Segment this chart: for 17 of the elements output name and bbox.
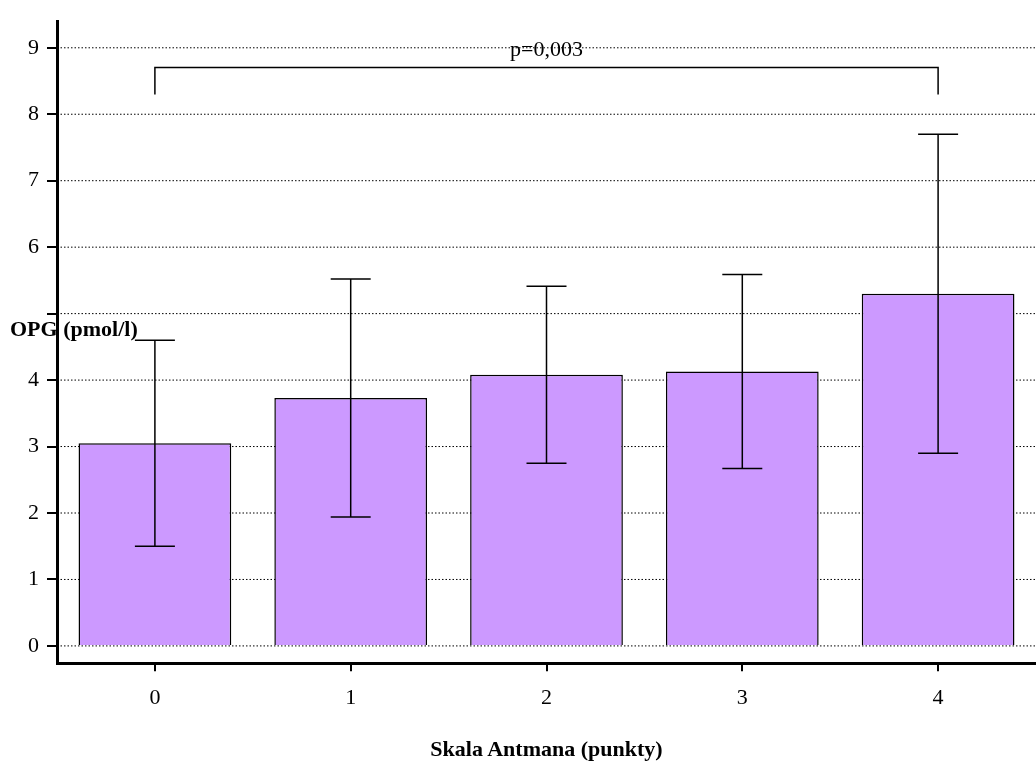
x-tick-label: 0 — [149, 684, 161, 710]
x-tick-label: 3 — [736, 684, 748, 710]
y-tick-label: 9 — [28, 33, 39, 59]
y-tick-label: 6 — [28, 232, 39, 258]
y-tick-label: 4 — [28, 365, 39, 391]
y-tick-label: 8 — [28, 100, 39, 126]
x-tick-label: 1 — [345, 684, 357, 710]
y-tick-label: 0 — [28, 631, 39, 657]
x-axis-title: Skala Antmana (punkty) — [430, 736, 663, 762]
y-tick-label: 7 — [28, 166, 39, 192]
annotation: p=0,003 — [510, 36, 583, 62]
y-tick-label: 1 — [28, 565, 39, 591]
y-axis-title: OPG (pmol/l) — [10, 316, 138, 342]
y-tick-label: 2 — [28, 498, 39, 524]
x-tick-label: 4 — [932, 684, 944, 710]
x-tick-label: 2 — [541, 684, 552, 710]
y-tick-label: 3 — [28, 432, 39, 458]
